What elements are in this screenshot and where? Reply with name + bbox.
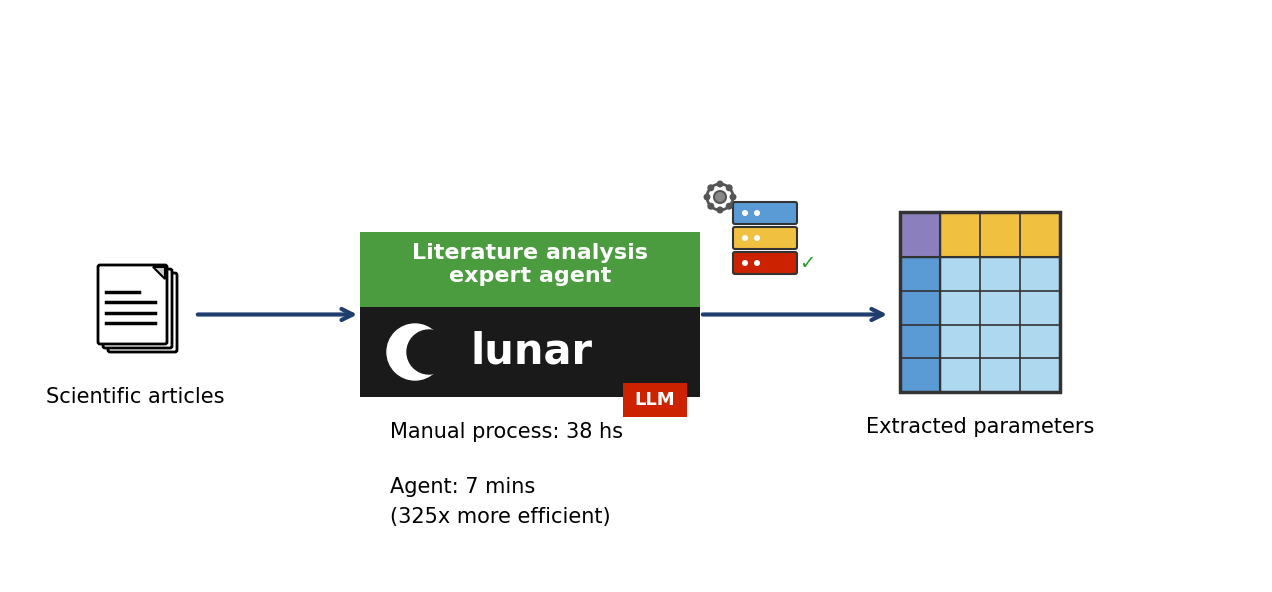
FancyBboxPatch shape <box>623 383 687 417</box>
Circle shape <box>716 207 724 214</box>
Circle shape <box>742 235 748 241</box>
FancyBboxPatch shape <box>733 227 798 249</box>
Text: LLM: LLM <box>635 391 675 409</box>
Circle shape <box>754 235 759 241</box>
FancyBboxPatch shape <box>360 232 700 307</box>
FancyBboxPatch shape <box>733 202 798 224</box>
Circle shape <box>726 184 733 191</box>
Circle shape <box>742 210 748 216</box>
FancyBboxPatch shape <box>108 273 177 352</box>
FancyBboxPatch shape <box>733 252 798 274</box>
Circle shape <box>707 184 715 191</box>
Circle shape <box>716 181 724 188</box>
Polygon shape <box>153 267 165 279</box>
FancyBboxPatch shape <box>901 212 940 257</box>
Circle shape <box>754 260 759 266</box>
FancyBboxPatch shape <box>98 265 167 344</box>
Text: Manual process: 38 hs: Manual process: 38 hs <box>391 422 623 442</box>
Circle shape <box>714 191 726 203</box>
Text: Literature analysis
expert agent: Literature analysis expert agent <box>412 243 647 286</box>
Circle shape <box>730 194 736 201</box>
Text: Extracted parameters: Extracted parameters <box>866 417 1094 437</box>
Circle shape <box>726 202 733 210</box>
FancyBboxPatch shape <box>901 212 1060 392</box>
Text: ✓: ✓ <box>799 253 815 272</box>
Text: Scientific articles: Scientific articles <box>46 387 224 407</box>
Circle shape <box>742 260 748 266</box>
Circle shape <box>387 324 443 380</box>
FancyBboxPatch shape <box>940 212 1060 257</box>
Text: lunar: lunar <box>469 331 591 373</box>
Circle shape <box>707 202 715 210</box>
FancyBboxPatch shape <box>360 307 700 397</box>
FancyBboxPatch shape <box>901 257 940 392</box>
Circle shape <box>407 330 452 374</box>
FancyBboxPatch shape <box>103 269 172 348</box>
Circle shape <box>754 210 759 216</box>
Text: Agent: 7 mins
(325x more efficient): Agent: 7 mins (325x more efficient) <box>391 477 611 527</box>
Circle shape <box>703 194 711 201</box>
